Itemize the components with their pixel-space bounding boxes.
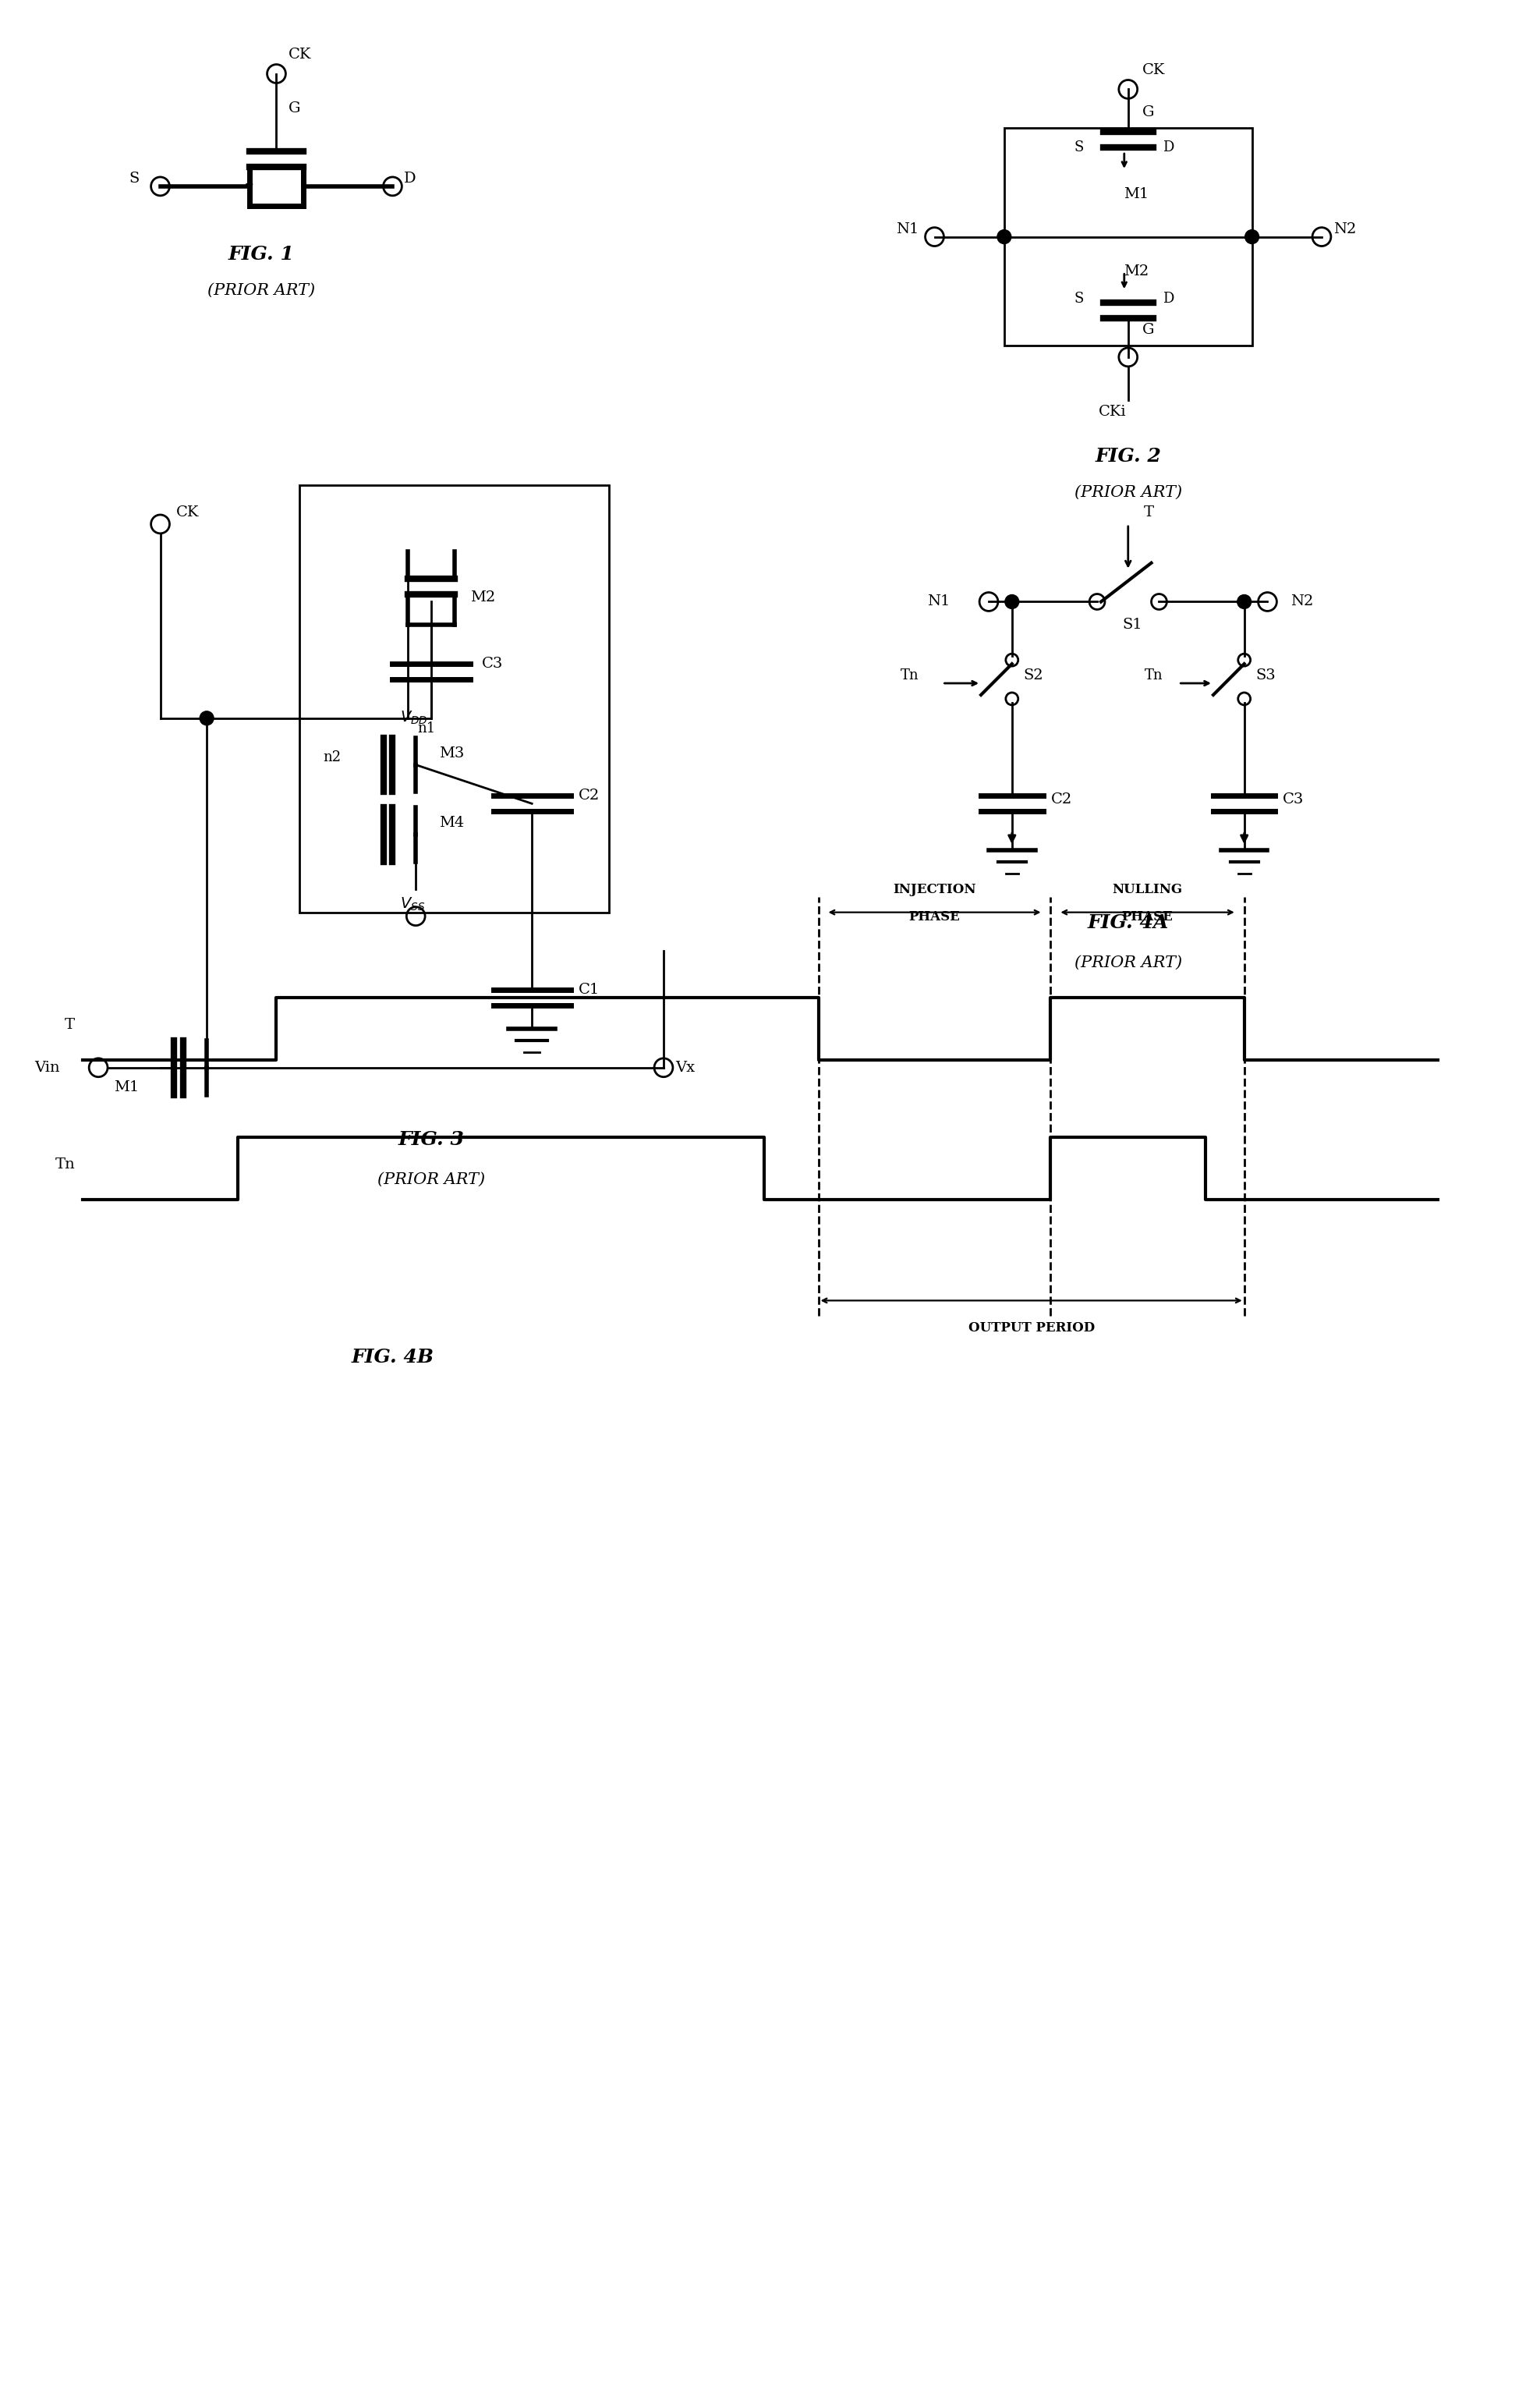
Text: $V_{SS}$: $V_{SS}$ — [400, 895, 425, 912]
Text: T: T — [65, 1017, 75, 1031]
Text: INJECTION: INJECTION — [893, 883, 976, 895]
Text: S3: S3 — [1255, 668, 1277, 682]
Text: D: D — [1163, 141, 1173, 156]
Text: C2: C2 — [1050, 792, 1072, 806]
Text: C3: C3 — [1283, 792, 1304, 806]
Text: (PRIOR ART): (PRIOR ART) — [206, 282, 314, 299]
Text: S: S — [1073, 141, 1084, 156]
Text: FIG. 2: FIG. 2 — [1095, 447, 1161, 467]
Text: G: G — [1143, 323, 1153, 337]
Bar — [1004, 129, 1252, 345]
Text: N1: N1 — [927, 596, 950, 608]
Text: PHASE: PHASE — [1121, 909, 1173, 924]
Text: M4: M4 — [439, 816, 464, 830]
Text: M1: M1 — [114, 1079, 139, 1094]
Text: S: S — [1073, 292, 1084, 306]
Text: M3: M3 — [439, 747, 464, 761]
Text: CK: CK — [288, 48, 311, 62]
Text: (PRIOR ART): (PRIOR ART) — [377, 1173, 485, 1187]
Circle shape — [1244, 230, 1258, 244]
Text: D: D — [403, 172, 416, 187]
Text: S: S — [129, 172, 140, 187]
Text: FIG. 4A: FIG. 4A — [1087, 914, 1169, 931]
Text: S2: S2 — [1024, 668, 1044, 682]
Text: M1: M1 — [1123, 187, 1149, 201]
Text: C1: C1 — [579, 984, 599, 998]
Text: $V_{DD}$: $V_{DD}$ — [400, 711, 428, 725]
Text: T: T — [1144, 505, 1153, 519]
Text: CKi: CKi — [1098, 404, 1126, 419]
Text: CK: CK — [176, 505, 199, 519]
Text: Tn: Tn — [1144, 668, 1163, 682]
Circle shape — [1006, 596, 1019, 608]
Text: M2: M2 — [1123, 266, 1149, 278]
Text: S1: S1 — [1123, 617, 1143, 632]
Text: N1: N1 — [896, 223, 919, 237]
Text: G: G — [1143, 105, 1153, 120]
Text: M2: M2 — [470, 591, 496, 605]
Text: PHASE: PHASE — [909, 909, 961, 924]
Text: FIG. 3: FIG. 3 — [399, 1129, 465, 1149]
Text: G: G — [288, 101, 300, 115]
Text: Vin: Vin — [34, 1060, 60, 1074]
Text: D: D — [1163, 292, 1173, 306]
Text: C3: C3 — [482, 656, 504, 670]
Circle shape — [1237, 596, 1250, 608]
Text: Vx: Vx — [675, 1060, 695, 1074]
Text: FIG. 1: FIG. 1 — [228, 244, 294, 263]
Text: C2: C2 — [579, 790, 599, 802]
Circle shape — [200, 711, 214, 725]
Text: Tn: Tn — [55, 1158, 75, 1173]
Text: Tn: Tn — [901, 668, 919, 682]
Text: OUTPUT PERIOD: OUTPUT PERIOD — [969, 1321, 1095, 1335]
Text: N2: N2 — [1291, 596, 1314, 608]
Text: n1: n1 — [417, 720, 436, 735]
Text: (PRIOR ART): (PRIOR ART) — [1075, 486, 1181, 500]
Circle shape — [998, 230, 1012, 244]
Bar — [300, 486, 610, 912]
Text: (PRIOR ART): (PRIOR ART) — [1075, 955, 1181, 969]
Text: n2: n2 — [323, 749, 340, 763]
Text: N2: N2 — [1334, 223, 1357, 237]
Text: FIG. 4B: FIG. 4B — [351, 1347, 434, 1366]
Text: CK: CK — [1143, 62, 1164, 77]
Text: NULLING: NULLING — [1112, 883, 1183, 895]
